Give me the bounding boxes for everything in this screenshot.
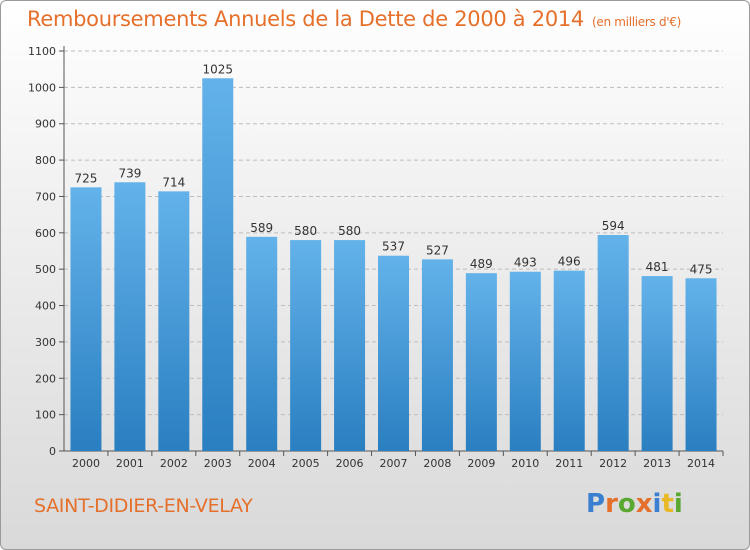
bar — [553, 270, 585, 451]
y-tick-label: 800 — [35, 154, 56, 167]
x-tick-label: 2002 — [160, 457, 188, 470]
bar — [421, 259, 453, 451]
y-tick-label: 100 — [35, 409, 56, 422]
axes: 0 100 200 300 400 500 600 700 800 900 1000 1100 2000… — [28, 45, 724, 470]
bar — [378, 255, 409, 451]
x-tick-label: 2008 — [423, 457, 451, 470]
x-tick-label: 2011 — [555, 457, 583, 470]
data-label: 489 — [470, 257, 493, 271]
data-label: 537 — [382, 240, 405, 254]
data-label: 496 — [558, 255, 581, 269]
bar — [202, 78, 234, 451]
data-label: 589 — [250, 221, 273, 235]
data-label: 481 — [646, 260, 669, 274]
x-tick-label: 2005 — [292, 457, 320, 470]
proxiti-logo: Proxiti — [586, 489, 683, 519]
chart-title: Remboursements Annuels de la Dette de 20… — [27, 7, 682, 31]
logo-letter: x — [635, 489, 653, 519]
y-tick-label: 400 — [35, 300, 56, 313]
bar — [509, 271, 541, 451]
y-tick-label: 700 — [35, 190, 56, 203]
x-tick-label: 2012 — [599, 457, 627, 470]
y-tick-label: 500 — [35, 263, 56, 276]
y-tick-label: 1100 — [28, 45, 56, 58]
bar — [465, 273, 497, 451]
data-label: 475 — [690, 262, 713, 276]
data-label: 594 — [602, 219, 625, 233]
y-tick-label: 900 — [35, 118, 56, 131]
unit-label: (en milliers d'€) — [592, 15, 682, 29]
x-tick-label: 2006 — [336, 457, 364, 470]
x-tick-label: 2009 — [467, 457, 495, 470]
bar — [641, 276, 673, 451]
logo-letter: r — [605, 489, 618, 519]
bar — [597, 235, 629, 451]
logo-letter: P — [586, 489, 606, 519]
y-tick-label: 600 — [35, 227, 56, 240]
x-tick-label: 2003 — [204, 457, 232, 470]
bar — [114, 182, 146, 452]
x-tick-label: 2001 — [116, 457, 144, 470]
data-label: 714 — [162, 175, 185, 189]
x-tick-label: 2013 — [643, 457, 671, 470]
logo-letter: o — [617, 489, 636, 519]
y-tick-label: 200 — [35, 372, 56, 385]
x-tick-label: 2004 — [248, 457, 276, 470]
data-label: 493 — [514, 256, 537, 270]
x-tick-label: 2007 — [380, 457, 408, 470]
y-tick-label: 0 — [49, 445, 56, 458]
data-label: 1025 — [202, 62, 233, 76]
value-labels: 725 739 714 1025 589 580 580 537 527 489 493 496 594… — [75, 62, 713, 276]
bar — [158, 191, 190, 451]
data-label: 739 — [118, 166, 141, 180]
bar — [685, 278, 717, 451]
city-name: SAINT-DIDIER-EN-VELAY — [34, 495, 253, 517]
y-tick-label: 300 — [35, 336, 56, 349]
data-label: 580 — [338, 224, 361, 238]
logo-letter: i — [673, 489, 683, 519]
bar — [70, 187, 102, 451]
x-tick-label: 2010 — [511, 457, 539, 470]
bars — [70, 78, 717, 452]
bar — [290, 240, 322, 451]
data-label: 580 — [294, 224, 317, 238]
bar — [334, 240, 366, 451]
x-tick-label: 2000 — [72, 457, 100, 470]
bar — [246, 236, 278, 451]
logo-letter: i — [652, 489, 662, 519]
data-label: 527 — [426, 243, 449, 257]
logo-letter: t — [661, 489, 674, 519]
data-label: 725 — [75, 171, 98, 185]
x-tick-label: 2014 — [687, 457, 715, 470]
y-tick-label: 1000 — [28, 81, 56, 94]
